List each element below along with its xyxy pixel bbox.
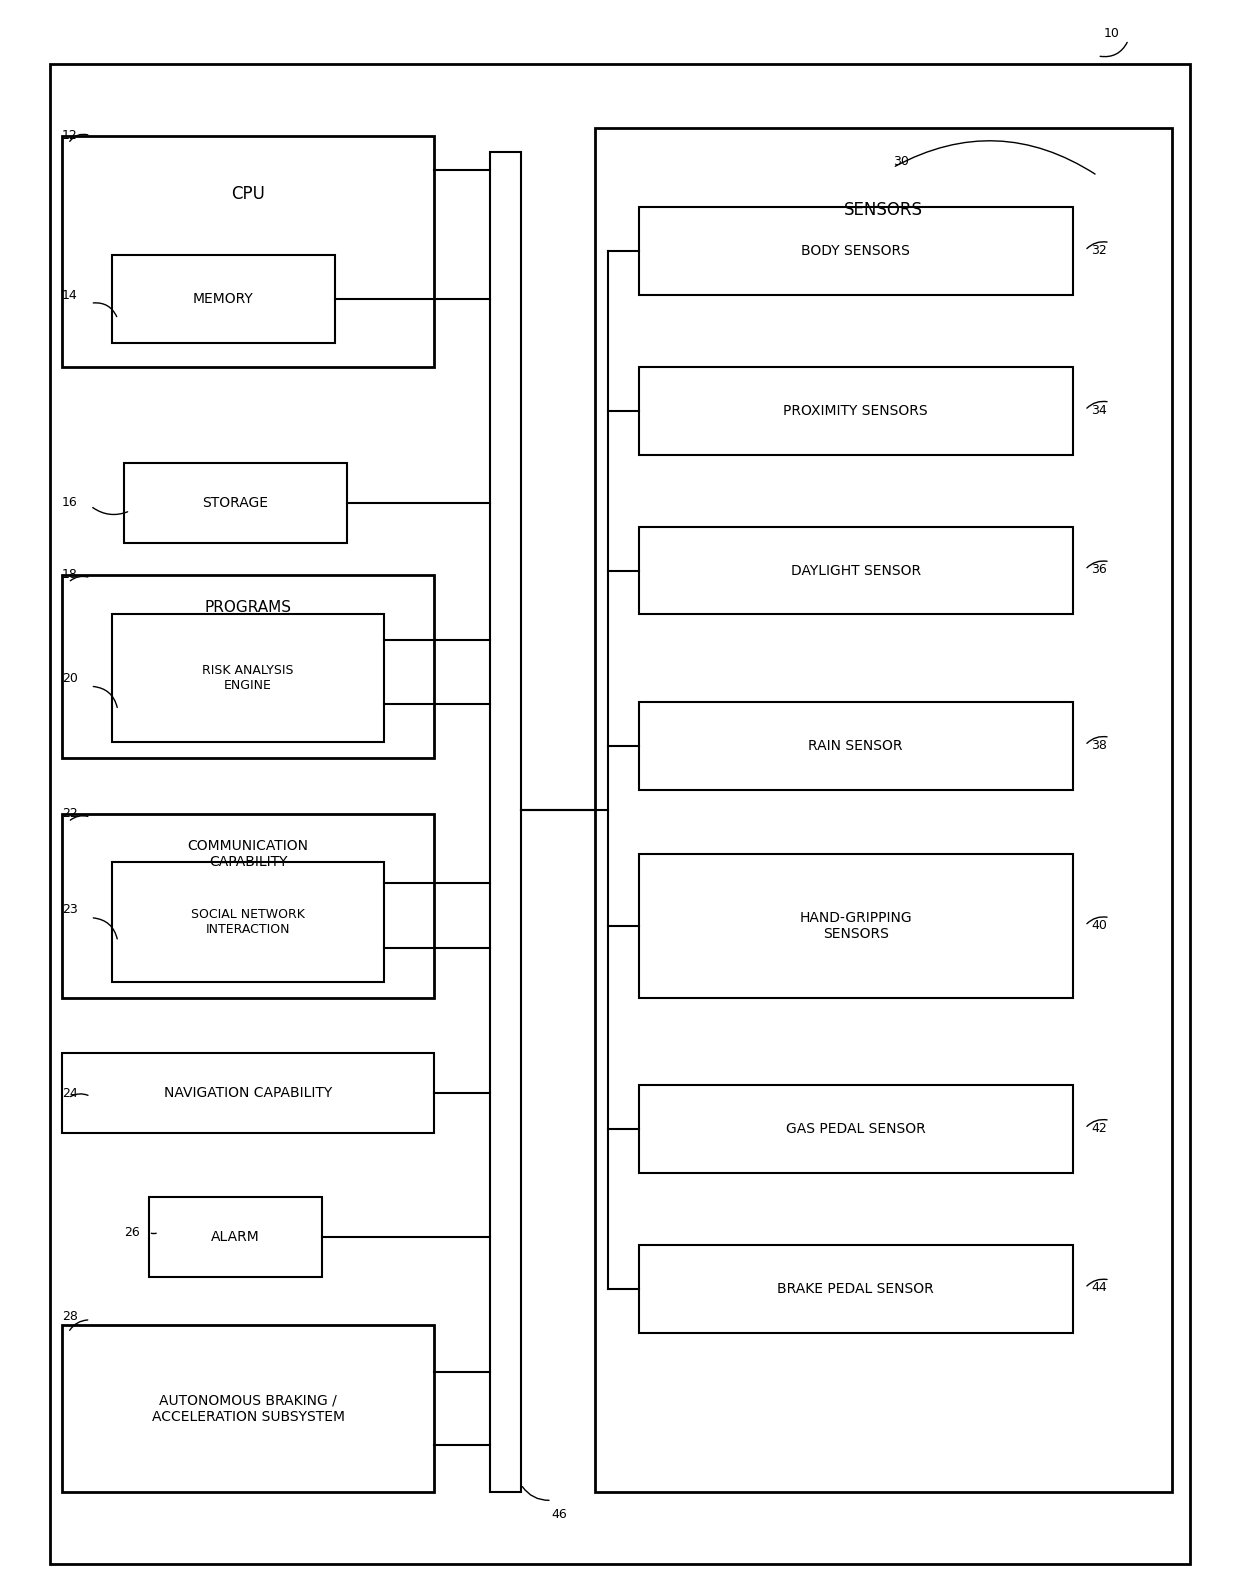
Text: 36: 36 (1091, 563, 1107, 576)
Text: 22: 22 (62, 808, 78, 820)
FancyBboxPatch shape (639, 207, 1073, 295)
Text: NAVIGATION CAPABILITY: NAVIGATION CAPABILITY (164, 1087, 332, 1100)
Text: ALARM: ALARM (211, 1231, 260, 1243)
Text: BODY SENSORS: BODY SENSORS (801, 244, 910, 259)
Text: 18: 18 (62, 568, 78, 581)
FancyBboxPatch shape (490, 152, 521, 1492)
Text: AUTONOMOUS BRAKING /
ACCELERATION SUBSYSTEM: AUTONOMOUS BRAKING / ACCELERATION SUBSYS… (151, 1393, 345, 1424)
Text: 40: 40 (1091, 919, 1107, 932)
FancyBboxPatch shape (112, 862, 384, 982)
Text: SENSORS: SENSORS (844, 201, 923, 219)
Text: 44: 44 (1091, 1282, 1107, 1294)
Text: 30: 30 (893, 155, 909, 168)
Text: 12: 12 (62, 129, 78, 142)
Text: GAS PEDAL SENSOR: GAS PEDAL SENSOR (786, 1122, 925, 1136)
FancyBboxPatch shape (62, 575, 434, 758)
Text: 42: 42 (1091, 1122, 1107, 1135)
Text: RISK ANALYSIS
ENGINE: RISK ANALYSIS ENGINE (202, 664, 294, 693)
Text: 26: 26 (124, 1226, 140, 1238)
FancyBboxPatch shape (112, 614, 384, 742)
Text: 16: 16 (62, 496, 78, 509)
Text: 24: 24 (62, 1087, 78, 1100)
Text: 38: 38 (1091, 739, 1107, 752)
Text: SOCIAL NETWORK
INTERACTION: SOCIAL NETWORK INTERACTION (191, 908, 305, 935)
Text: 34: 34 (1091, 404, 1107, 417)
Text: 46: 46 (552, 1508, 568, 1521)
FancyBboxPatch shape (62, 1325, 434, 1492)
FancyBboxPatch shape (639, 1085, 1073, 1173)
Text: 23: 23 (62, 903, 78, 916)
Text: PROGRAMS: PROGRAMS (205, 600, 291, 614)
Text: RAIN SENSOR: RAIN SENSOR (808, 739, 903, 753)
Text: 28: 28 (62, 1310, 78, 1323)
Text: HAND-GRIPPING
SENSORS: HAND-GRIPPING SENSORS (800, 911, 911, 940)
Text: 14: 14 (62, 289, 78, 302)
FancyBboxPatch shape (112, 255, 335, 343)
FancyBboxPatch shape (62, 136, 434, 367)
Text: DAYLIGHT SENSOR: DAYLIGHT SENSOR (791, 563, 920, 578)
Text: 10: 10 (1104, 27, 1120, 40)
Text: 32: 32 (1091, 244, 1107, 257)
FancyBboxPatch shape (149, 1197, 322, 1277)
Text: COMMUNICATION
CAPABILITY: COMMUNICATION CAPABILITY (187, 839, 309, 870)
Text: BRAKE PEDAL SENSOR: BRAKE PEDAL SENSOR (777, 1282, 934, 1296)
FancyBboxPatch shape (62, 1053, 434, 1133)
Text: STORAGE: STORAGE (202, 496, 269, 509)
FancyBboxPatch shape (62, 814, 434, 998)
FancyBboxPatch shape (639, 527, 1073, 614)
FancyBboxPatch shape (639, 1245, 1073, 1333)
Text: MEMORY: MEMORY (193, 292, 253, 306)
FancyBboxPatch shape (639, 367, 1073, 455)
FancyBboxPatch shape (124, 463, 347, 543)
FancyBboxPatch shape (639, 702, 1073, 790)
Text: 20: 20 (62, 672, 78, 685)
FancyBboxPatch shape (595, 128, 1172, 1492)
FancyBboxPatch shape (639, 854, 1073, 998)
Text: PROXIMITY SENSORS: PROXIMITY SENSORS (784, 404, 928, 418)
FancyBboxPatch shape (50, 64, 1190, 1564)
Text: CPU: CPU (231, 185, 265, 203)
